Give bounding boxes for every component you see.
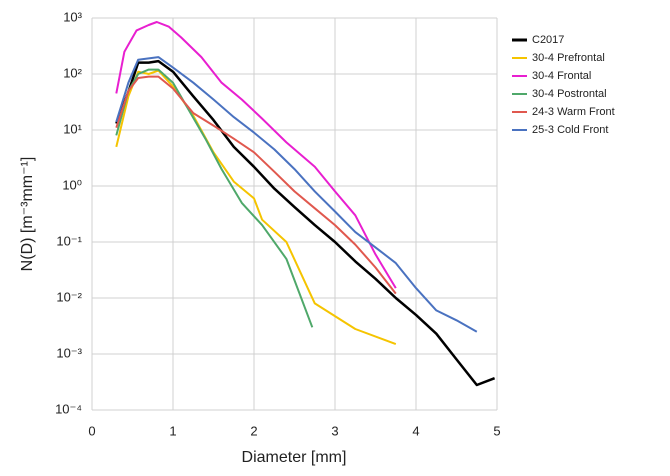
y-tick-label: 10⁰	[62, 177, 82, 192]
x-tick-label: 1	[169, 423, 176, 438]
legend-label: C2017	[532, 34, 564, 46]
legend-label: 25-3 Cold Front	[532, 124, 608, 136]
y-tick-label: 10⁻¹	[56, 233, 82, 248]
legend-label: 30-4 Postrontal	[532, 88, 607, 100]
y-tick-label: 10⁻³	[56, 345, 82, 360]
x-tick-label: 3	[331, 423, 338, 438]
x-tick-label: 4	[412, 423, 419, 438]
series-line	[115, 68, 314, 328]
y-tick-label: 10¹	[63, 121, 82, 136]
y-tick-label: 10⁻⁴	[55, 401, 82, 416]
series-line	[115, 59, 496, 387]
series-line	[115, 75, 397, 295]
series-line	[115, 56, 478, 333]
y-tick-label: 10⁻²	[56, 289, 82, 304]
legend-label: 30-4 Prefrontal	[532, 52, 605, 64]
series-line	[115, 21, 397, 289]
x-tick-label: 0	[88, 423, 95, 438]
legend: C2017 30-4 Prefrontal 30-4 Frontal 30-4 Pos…	[512, 34, 615, 136]
legend-label: 24-3 Warm Front	[532, 106, 615, 118]
y-axis-title: N(D) [m⁻³mm⁻¹]	[19, 157, 36, 272]
x-tick-label: 2	[250, 423, 257, 438]
legend-label: 30-4 Frontal	[532, 70, 591, 82]
x-tick-label: 5	[493, 423, 500, 438]
y-tick-label: 10²	[63, 65, 82, 80]
grid	[91, 17, 498, 411]
x-axis-title: Diameter [mm]	[242, 449, 347, 466]
y-tick-label: 10³	[63, 9, 82, 24]
